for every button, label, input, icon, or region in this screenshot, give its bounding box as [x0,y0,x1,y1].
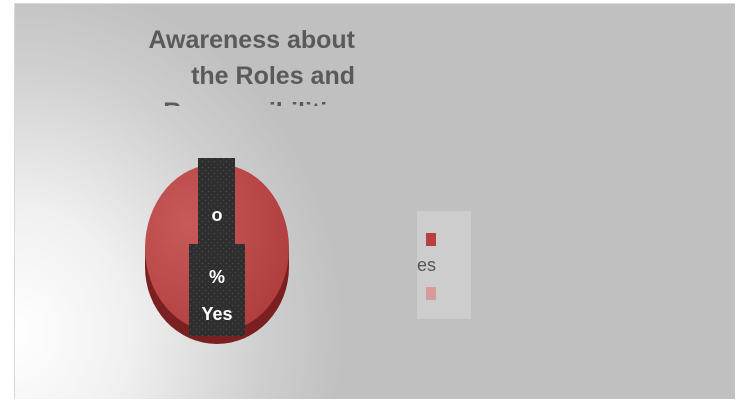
data-label-yes: Yes [201,304,232,324]
chart-title-line-1: Awareness about [148,26,355,54]
chart-area: Awareness about the Roles and Responsibi… [14,3,735,399]
data-label-percent: % [209,267,225,287]
data-label-o: o [212,205,223,225]
pie-chart: o % Yes [145,158,289,344]
data-label-box-top [198,158,235,249]
chart-title: Awareness about the Roles and Responsibi… [105,22,355,106]
chart-title-line-2: the Roles and [191,62,355,90]
data-label-box-bottom [189,244,245,336]
legend-swatch-no [426,287,436,300]
chart-title-line-3: Responsibilities [105,94,355,106]
legend-label-yes: es [417,255,437,275]
legend: es [417,211,471,319]
legend-swatch-yes [426,233,436,246]
